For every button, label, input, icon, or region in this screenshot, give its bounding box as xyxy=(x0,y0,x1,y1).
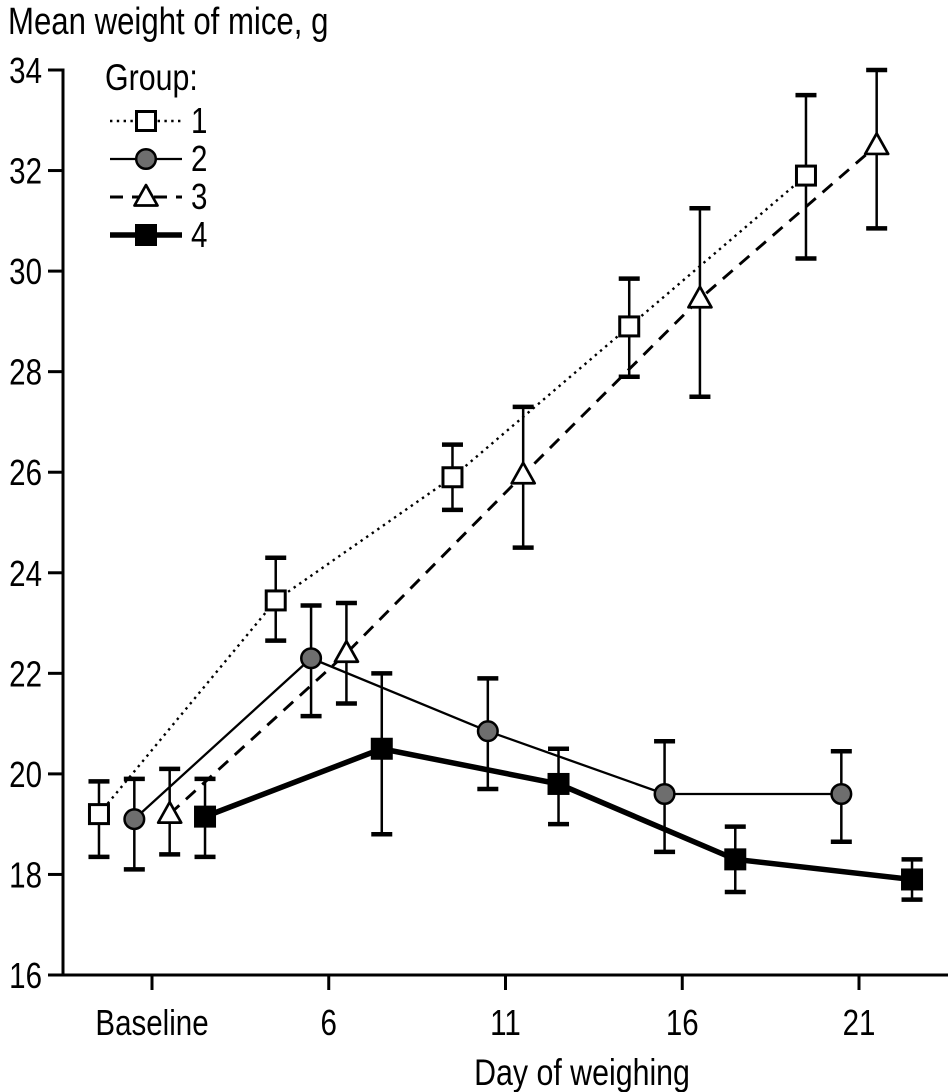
marker-filled-circle xyxy=(123,808,146,831)
legend-item-group-1: 1 xyxy=(109,100,218,141)
marker-filled-circle xyxy=(300,647,323,670)
legend-item-group-2: 2 xyxy=(109,138,218,179)
legend-swatch-open-triangle-dashed-icon xyxy=(110,183,182,207)
marker-open-triangle xyxy=(333,639,360,664)
marker-open-square xyxy=(264,589,287,612)
marker-filled-circle xyxy=(830,782,853,806)
legend-label-group-3: 3 xyxy=(191,176,208,217)
marker-filled-circle xyxy=(476,720,499,743)
marker-filled-square xyxy=(724,848,747,871)
marker-filled-circle xyxy=(134,147,158,171)
chart-title: Mean weight of mice, g xyxy=(8,1,329,43)
legend: Group: 1 2 3 4 xyxy=(105,56,218,255)
legend-swatch-filled-circle-solid-icon xyxy=(110,147,182,171)
x-tick-label: 11 xyxy=(490,1002,521,1042)
y-tick-label: 30 xyxy=(9,251,42,291)
legend-item-group-4: 4 xyxy=(109,214,218,255)
y-tick-label: 22 xyxy=(9,654,42,694)
marker-filled-square xyxy=(194,805,217,828)
legend-item-group-3: 3 xyxy=(109,176,218,217)
legend-label-group-2: 2 xyxy=(191,138,208,179)
legend-title: Group: xyxy=(105,57,198,98)
x-tick-label: 16 xyxy=(666,1002,699,1042)
legend-label-group-4: 4 xyxy=(191,214,208,255)
marker-open-square xyxy=(794,164,817,187)
marker-open-triangle xyxy=(133,183,159,207)
x-axis-label: Day of weighing xyxy=(474,1052,690,1092)
marker-open-triangle xyxy=(863,132,890,156)
legend-label-group-1: 1 xyxy=(191,100,208,141)
marker-filled-square xyxy=(135,224,157,246)
y-tick-label: 34 xyxy=(9,50,42,90)
x-tick-label: 21 xyxy=(843,1002,876,1042)
marker-filled-circle xyxy=(653,782,676,806)
marker-open-triangle xyxy=(510,461,537,485)
y-tick-label: 20 xyxy=(9,754,42,794)
marker-open-triangle xyxy=(687,285,713,309)
y-tick-label: 28 xyxy=(9,352,42,392)
marker-filled-square xyxy=(547,772,570,795)
marker-open-square xyxy=(618,315,641,338)
y-tick-label: 32 xyxy=(9,151,42,191)
marker-open-square xyxy=(441,466,464,489)
series-line-group-1 xyxy=(98,174,807,815)
marker-open-square xyxy=(135,110,157,132)
marker-filled-square xyxy=(370,737,393,760)
x-tick-label: Baseline xyxy=(95,1002,208,1042)
y-tick-label: 26 xyxy=(9,452,42,492)
y-tick-label: 18 xyxy=(9,855,42,895)
y-tick-label: 24 xyxy=(9,553,42,593)
marker-open-square xyxy=(87,803,110,826)
marker-filled-square xyxy=(901,868,924,891)
legend-swatch-filled-square-thick-icon xyxy=(110,224,182,246)
legend-swatch-open-square-dotted-icon xyxy=(110,110,182,132)
y-tick-label: 16 xyxy=(9,955,42,995)
marker-open-triangle xyxy=(156,800,183,824)
x-tick-label: 6 xyxy=(321,1002,337,1042)
